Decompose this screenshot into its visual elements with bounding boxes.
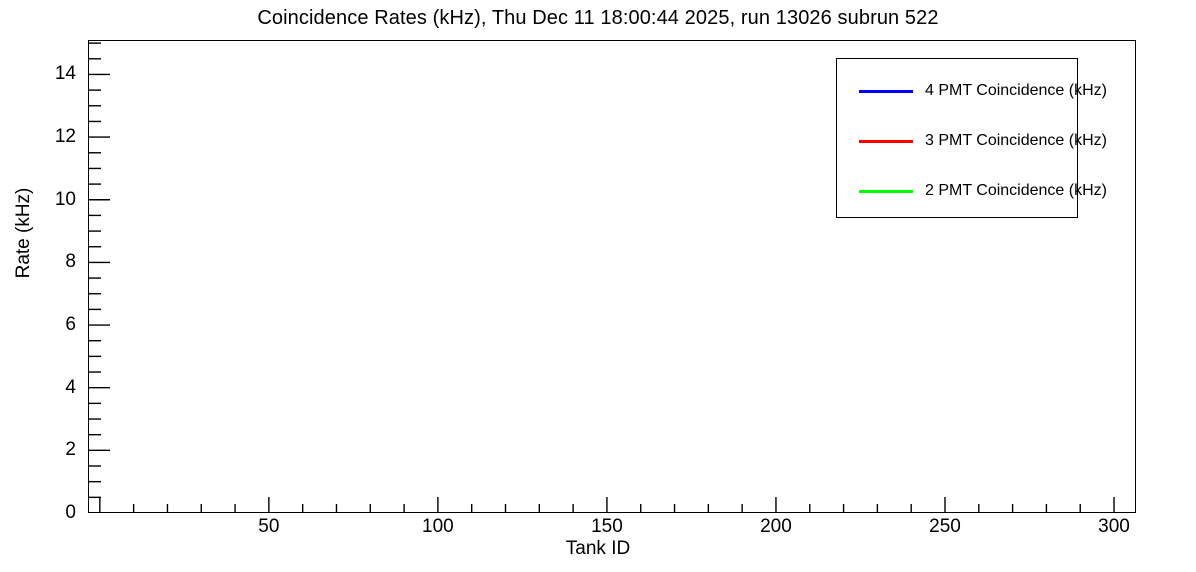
legend-swatch-icon [859,140,913,143]
y-tick-label: 10 [54,188,76,210]
x-tick-label: 50 [258,516,280,537]
x-tick-label: 250 [929,516,961,537]
x-tick-label: 200 [760,516,792,537]
y-axis-label: Rate (kHz) [13,187,34,279]
y-tick-label: 12 [54,126,76,148]
legend-swatch-icon [859,90,913,93]
y-tick-label: 2 [65,439,76,461]
x-tick-label: 150 [591,516,623,537]
y-tick-label: 6 [65,314,76,336]
x-axis-label: Tank ID [565,538,631,559]
x-tick-label: 300 [1098,516,1130,537]
legend-entry[interactable]: 4 PMT Coincidence (kHz) [837,81,1107,101]
y-tick-label: 14 [54,63,76,85]
legend-label: 4 PMT Coincidence (kHz) [925,82,1107,99]
legend-label: 2 PMT Coincidence (kHz) [925,182,1107,199]
chart-legend: 4 PMT Coincidence (kHz) 3 PMT Coincidence… [836,58,1107,218]
legend-swatch-icon [859,190,913,193]
y-tick-label: 4 [65,376,76,398]
y-tick-label: 0 [65,502,76,523]
x-tick-label: 100 [422,516,454,537]
page-title: Coincidence Rates (kHz), Thu Dec 11 18:0… [257,7,939,29]
legend-entry[interactable]: 2 PMT Coincidence (kHz) [837,181,1107,201]
y-tick-label: 8 [65,251,76,273]
legend-entry[interactable]: 3 PMT Coincidence (kHz) [837,131,1107,151]
legend-label: 3 PMT Coincidence (kHz) [925,132,1107,149]
